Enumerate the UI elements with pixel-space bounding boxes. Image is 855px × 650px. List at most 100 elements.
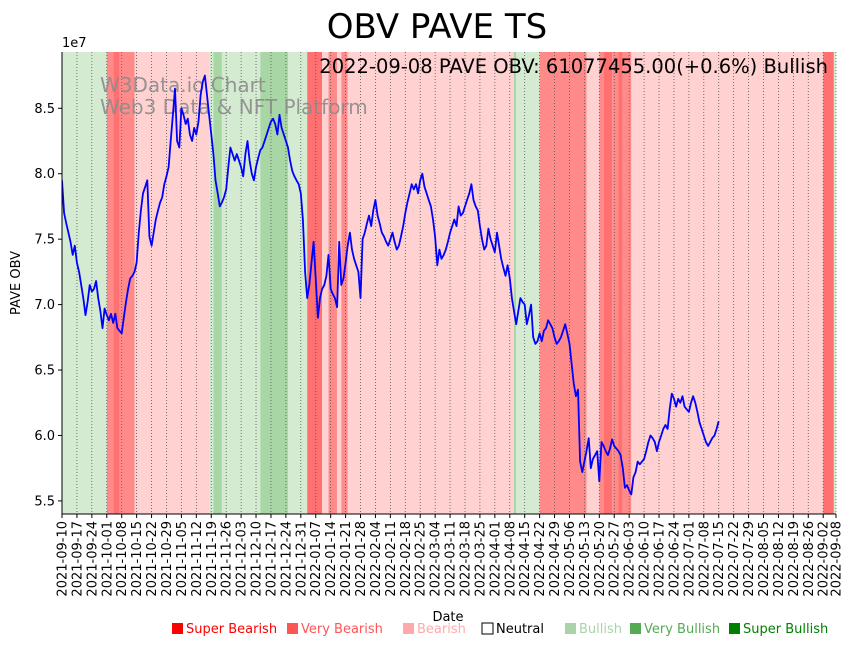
x-tick-label: 2021-12-17 xyxy=(265,521,280,597)
x-tick-label: 2021-12-24 xyxy=(279,521,294,597)
y-axis-ticks: 5.5 6.0 6.5 7.0 7.5 8.0 8.5 xyxy=(34,102,62,509)
y-tick-label: 6.5 xyxy=(34,364,55,379)
x-tick-label: 2021-10-29 xyxy=(160,521,175,597)
x-tick-label: 2022-02-25 xyxy=(414,521,429,597)
legend-swatch xyxy=(630,623,641,634)
x-tick-label: 2022-07-15 xyxy=(712,521,727,597)
x-tick-label: 2022-01-07 xyxy=(309,521,324,597)
x-tick-label: 2021-09-24 xyxy=(85,521,100,597)
legend-swatch xyxy=(403,623,414,634)
x-tick-label: 2022-04-01 xyxy=(488,521,503,597)
region-very-bearish xyxy=(612,52,619,514)
x-tick-label: 2022-06-03 xyxy=(623,521,638,597)
region-bearish xyxy=(337,52,342,514)
x-tick-label: 2022-05-20 xyxy=(593,521,608,597)
obv-series-line xyxy=(62,74,720,496)
region-bullish xyxy=(833,52,836,514)
legend-label: Very Bullish xyxy=(644,622,720,637)
legend-swatch xyxy=(565,623,576,634)
legend: Super Bearish Very Bearish Bearish Neutral B… xyxy=(172,622,828,637)
watermark-line-1: W3Data.io Chart xyxy=(100,73,266,97)
x-tick-label: 2022-08-12 xyxy=(772,521,787,597)
y-tick-label: 8.0 xyxy=(34,167,55,182)
x-tick-label: 2022-04-29 xyxy=(548,521,563,597)
x-tick-label: 2022-03-18 xyxy=(459,521,474,597)
region-super-bearish xyxy=(618,52,623,514)
y-tick-label: 6.0 xyxy=(34,429,55,444)
x-tick-label: 2022-08-05 xyxy=(757,521,772,597)
region-bullish xyxy=(228,52,261,514)
x-tick-label: 2021-09-10 xyxy=(56,521,71,597)
x-tick-label: 2022-04-15 xyxy=(518,521,533,597)
region-bearish xyxy=(637,52,824,514)
x-tick-label: 2022-03-11 xyxy=(444,521,459,597)
region-bullish xyxy=(288,52,308,514)
legend-label: Neutral xyxy=(496,622,544,637)
legend-label: Very Bearish xyxy=(301,622,383,637)
region-bearish xyxy=(586,52,600,514)
x-tick-label: 2022-01-28 xyxy=(354,521,369,597)
x-tick-label: 2022-05-13 xyxy=(578,521,593,597)
x-tick-label: 2022-01-14 xyxy=(324,521,339,597)
y-axis-label: PAVE OBV xyxy=(9,251,24,315)
x-tick-label: 2021-12-10 xyxy=(250,521,265,597)
x-tick-label: 2022-02-18 xyxy=(399,521,414,597)
x-tick-label: 2022-04-08 xyxy=(503,521,518,597)
region-bullish xyxy=(62,52,107,514)
region-bearish xyxy=(369,52,515,514)
x-tick-label: 2022-03-25 xyxy=(473,521,488,597)
y-tick-label: 5.5 xyxy=(34,494,55,509)
x-axis-ticks: 2021-09-10 2021-09-17 2021-09-24 2021-10-01… xyxy=(56,514,845,597)
x-tick-label: 2021-10-01 xyxy=(100,521,115,597)
x-tick-label: 2022-02-11 xyxy=(384,521,399,597)
x-tick-label: 2022-02-04 xyxy=(369,521,384,597)
x-tick-label: 2022-03-04 xyxy=(429,521,444,597)
legend-swatch xyxy=(287,623,298,634)
region-super-bearish xyxy=(603,52,613,514)
x-tick-label: 2022-05-06 xyxy=(563,521,578,597)
x-tick-label: 2022-04-22 xyxy=(533,521,548,597)
x-tick-label: 2022-09-02 xyxy=(817,521,832,597)
region-very-bearish xyxy=(599,52,604,514)
region-very-bearish xyxy=(106,52,114,514)
x-tick-label: 2021-11-26 xyxy=(220,521,235,597)
region-bearish xyxy=(134,52,141,514)
chart-title: OBV PAVE TS xyxy=(327,7,547,47)
region-super-bearish xyxy=(113,52,120,514)
x-tick-label: 2022-06-17 xyxy=(653,521,668,597)
region-bearish xyxy=(347,52,370,514)
y-tick-label: 7.5 xyxy=(34,233,55,248)
region-very-bullish xyxy=(213,52,222,514)
legend-label: Super Bearish xyxy=(186,622,277,637)
legend-swatch xyxy=(729,623,740,634)
region-very-bullish xyxy=(514,52,517,514)
x-tick-label: 2022-07-01 xyxy=(682,521,697,597)
y-tick-label: 7.0 xyxy=(34,298,55,313)
region-bearish xyxy=(631,52,638,514)
region-super-bearish xyxy=(307,52,323,514)
legend-swatch xyxy=(481,622,494,635)
latest-value-annotation: 2022-09-08 PAVE OBV: 61077455.00(+0.6%) … xyxy=(319,55,828,78)
x-tick-label: 2021-10-15 xyxy=(130,521,145,597)
x-axis-label: Date xyxy=(432,610,463,625)
region-super-bearish xyxy=(823,52,834,514)
x-tick-label: 2021-11-19 xyxy=(205,521,220,597)
region-very-bearish xyxy=(328,52,338,514)
legend-label: Bullish xyxy=(579,622,622,637)
x-tick-label: 2022-07-22 xyxy=(727,521,742,597)
watermark-line-2: Web3 Data & NFT Platform xyxy=(100,95,368,119)
x-tick-label: 2022-08-26 xyxy=(802,521,817,597)
y-scale-multiplier: 1e7 xyxy=(62,36,87,51)
x-tick-label: 2021-12-03 xyxy=(235,521,250,597)
region-very-bearish xyxy=(119,52,135,514)
x-tick-label: 2022-01-21 xyxy=(339,521,354,597)
x-tick-label: 2021-10-22 xyxy=(145,521,160,597)
x-tick-label: 2022-06-10 xyxy=(638,521,653,597)
region-very-bearish xyxy=(341,52,348,514)
x-tick-label: 2021-10-08 xyxy=(115,521,130,597)
x-tick-label: 2021-11-05 xyxy=(175,521,190,597)
region-bullish xyxy=(516,52,540,514)
x-tick-label: 2022-08-19 xyxy=(787,521,802,597)
